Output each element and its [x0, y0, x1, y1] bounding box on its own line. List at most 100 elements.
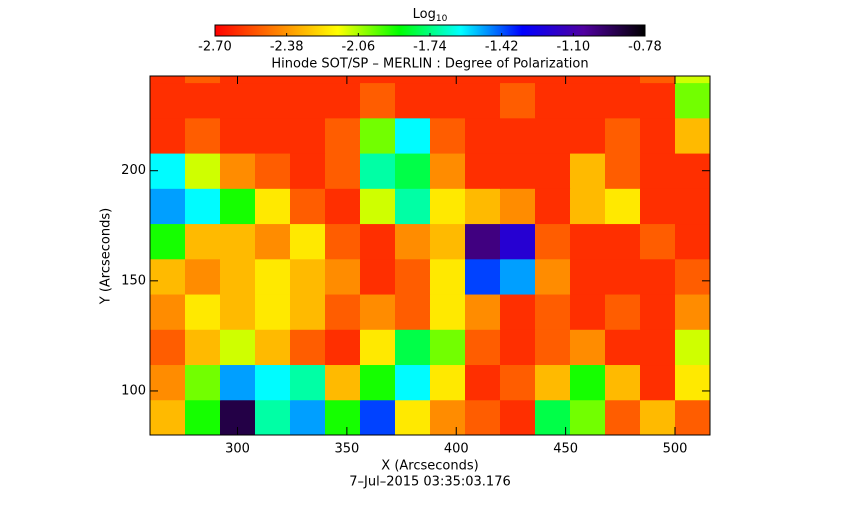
heatmap-cell: [535, 399, 571, 435]
heatmap-cell: [605, 76, 641, 84]
heatmap-cell: [290, 153, 326, 189]
heatmap-cell: [675, 117, 710, 154]
heatmap-cell: [430, 153, 466, 189]
x-axis-label: X (Arcseconds): [381, 459, 478, 474]
heatmap-cell: [430, 399, 466, 435]
heatmap-cell: [605, 258, 641, 295]
colorbar-tick-label: -2.38: [270, 40, 304, 55]
heatmap-cell: [535, 294, 571, 330]
heatmap-cell: [465, 364, 501, 401]
heatmap-cell: [255, 364, 291, 401]
heatmap-cell: [430, 117, 466, 154]
heatmap-cell: [150, 188, 186, 225]
heatmap-cell: [325, 329, 361, 366]
heatmap-cell: [290, 117, 326, 154]
heatmap-cell: [570, 117, 606, 154]
heatmap-cell: [500, 258, 536, 295]
heatmap-cell: [500, 399, 536, 435]
heatmap-cell: [325, 399, 361, 435]
heatmap-cell: [220, 82, 256, 119]
heatmap-cell: [430, 294, 466, 330]
colorbar-title-sub: 10: [436, 14, 448, 24]
heatmap-cell: [395, 188, 431, 225]
heatmap-cell: [360, 188, 396, 225]
heatmap-cell: [465, 294, 501, 330]
heatmap-cell: [640, 329, 676, 366]
heatmap-cell: [290, 364, 326, 401]
colorbar-tick-label: -0.78: [628, 40, 662, 55]
heatmap-cell: [185, 258, 221, 295]
heatmap-cell: [535, 258, 571, 295]
heatmap-cell: [675, 188, 710, 225]
heatmap-cell: [290, 82, 326, 119]
heatmap-cell: [150, 76, 186, 84]
heatmap-cell: [570, 82, 606, 119]
heatmap-cell: [150, 82, 186, 119]
heatmap-cell: [220, 117, 256, 154]
heatmap-cell: [500, 153, 536, 189]
heatmap-cell: [290, 258, 326, 295]
heatmap-cell: [430, 364, 466, 401]
heatmap-cell: [535, 364, 571, 401]
heatmap-cell: [500, 117, 536, 154]
heatmap-cell: [255, 82, 291, 119]
heatmap-cell: [465, 76, 501, 84]
heatmap-cell: [675, 76, 710, 84]
heatmap-cell: [430, 76, 466, 84]
subtitle: 7–Jul–2015 03:35:03.176: [349, 475, 511, 490]
heatmap-cell: [255, 76, 291, 84]
heatmap-cell: [150, 117, 186, 154]
heatmap-cell: [325, 258, 361, 295]
heatmap-cell: [535, 117, 571, 154]
heatmap-cell: [360, 399, 396, 435]
heatmap-cell: [465, 258, 501, 295]
heatmap-cell: [185, 76, 221, 84]
heatmap-cell: [640, 153, 676, 189]
heatmap-cell: [150, 364, 186, 401]
heatmap-cell: [185, 223, 221, 260]
heatmap-cell: [640, 82, 676, 119]
heatmap-cell: [325, 117, 361, 154]
heatmap-cell: [395, 82, 431, 119]
heatmap-cell: [605, 399, 641, 435]
heatmap-cell: [675, 223, 710, 260]
heatmap-cell: [500, 294, 536, 330]
heatmap-cell: [570, 329, 606, 366]
heatmap-cell: [290, 188, 326, 225]
heatmap-cell: [395, 294, 431, 330]
heatmap-cell: [535, 82, 571, 119]
x-tick-label: 450: [553, 442, 578, 457]
heatmap-cell: [360, 223, 396, 260]
heatmap-cell: [465, 82, 501, 119]
heatmap-cell: [640, 76, 676, 84]
colorbar-tick-label: -2.70: [198, 40, 232, 55]
heatmap-cell: [395, 223, 431, 260]
heatmap-cell: [150, 329, 186, 366]
heatmap-cell: [325, 364, 361, 401]
heatmap-cell: [185, 117, 221, 154]
heatmap-cell: [605, 223, 641, 260]
heatmap-cell: [255, 223, 291, 260]
heatmap-cell: [360, 364, 396, 401]
heatmap-cell: [570, 188, 606, 225]
heatmap-cell: [465, 117, 501, 154]
heatmap-cell: [255, 188, 291, 225]
heatmap-cell: [150, 258, 186, 295]
heatmap-cell: [220, 188, 256, 225]
heatmap-cell: [150, 294, 186, 330]
heatmap-cell: [360, 82, 396, 119]
heatmap-cell: [220, 294, 256, 330]
heatmap-cell: [360, 294, 396, 330]
heatmap-cell: [185, 153, 221, 189]
heatmap-cell: [535, 76, 571, 84]
heatmap-cell: [220, 329, 256, 366]
heatmap-cell: [395, 117, 431, 154]
heatmap-cell: [640, 223, 676, 260]
heatmap-cell: [185, 82, 221, 119]
heatmap-cell: [605, 294, 641, 330]
colorbar-tick-label: -2.06: [342, 40, 376, 55]
heatmap-cell: [675, 82, 710, 119]
heatmap-cell: [640, 399, 676, 435]
colorbar-title: Log10: [413, 7, 448, 24]
heatmap-cell: [325, 153, 361, 189]
